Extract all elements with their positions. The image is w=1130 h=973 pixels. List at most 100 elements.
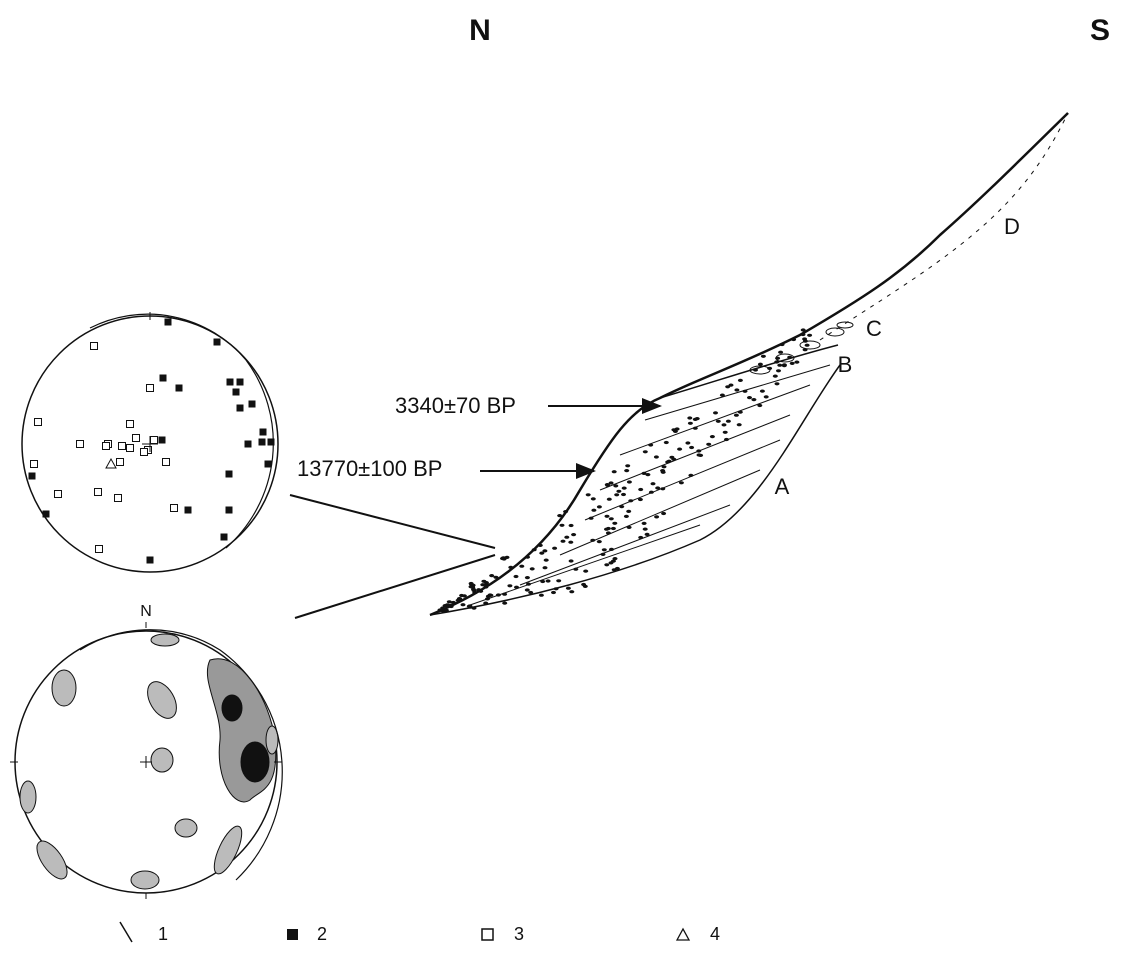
point-filled bbox=[236, 404, 244, 412]
pebble bbox=[721, 423, 727, 427]
pebble bbox=[736, 423, 742, 427]
pebble bbox=[608, 561, 614, 565]
pebble bbox=[524, 576, 530, 580]
point-open bbox=[34, 418, 42, 426]
bedding-line bbox=[559, 469, 761, 556]
pebble bbox=[483, 585, 489, 589]
point-filled bbox=[159, 374, 167, 382]
unit-label: B bbox=[838, 352, 853, 377]
pebble bbox=[514, 585, 519, 589]
contour bbox=[265, 725, 279, 755]
pebble bbox=[568, 559, 574, 563]
point-filled bbox=[225, 470, 233, 478]
pebble bbox=[688, 473, 694, 477]
legend-label: 2 bbox=[317, 924, 327, 944]
point-open bbox=[126, 444, 134, 452]
pebble bbox=[556, 579, 562, 583]
point-open bbox=[140, 448, 148, 456]
pebble bbox=[568, 523, 574, 528]
pebble bbox=[619, 505, 625, 509]
date-label: 13770±100 BP bbox=[297, 456, 442, 481]
pebble bbox=[655, 486, 661, 490]
pebble bbox=[581, 582, 587, 587]
contour-max bbox=[240, 741, 270, 783]
pebble bbox=[722, 430, 728, 434]
legend-label: 4 bbox=[710, 924, 720, 944]
bedding-line bbox=[469, 524, 701, 606]
north-label: N bbox=[469, 14, 491, 47]
contour bbox=[36, 840, 68, 880]
pebble bbox=[480, 583, 486, 587]
pebble bbox=[568, 540, 574, 544]
bedding-line bbox=[599, 414, 791, 491]
pebble bbox=[645, 473, 651, 477]
center-cross bbox=[142, 436, 158, 452]
connector bbox=[294, 554, 496, 619]
pebble bbox=[526, 582, 531, 586]
pebble bbox=[787, 355, 793, 359]
pebble bbox=[487, 593, 493, 597]
pebble bbox=[565, 586, 571, 590]
pebble bbox=[696, 449, 702, 453]
pebble bbox=[557, 514, 563, 518]
point-filled bbox=[226, 378, 234, 386]
point-filled bbox=[28, 472, 36, 480]
pebble bbox=[564, 535, 570, 539]
point-open bbox=[30, 460, 38, 468]
bedding-line bbox=[584, 439, 781, 521]
pebble bbox=[774, 360, 780, 364]
pebble bbox=[641, 471, 647, 475]
layer-c-clasts bbox=[749, 321, 854, 375]
pebble bbox=[807, 333, 813, 337]
bedding-line bbox=[519, 504, 731, 586]
pebble bbox=[728, 383, 734, 387]
pebble bbox=[715, 419, 721, 423]
pebble bbox=[628, 499, 634, 503]
pebble bbox=[638, 487, 644, 492]
pebble bbox=[537, 543, 543, 548]
pebble bbox=[459, 593, 465, 598]
point-filled bbox=[213, 338, 221, 346]
pebble bbox=[685, 441, 691, 445]
pebble bbox=[800, 332, 806, 337]
pebble bbox=[585, 493, 591, 497]
pebble bbox=[604, 563, 610, 567]
point-filled bbox=[267, 438, 275, 446]
pebble bbox=[529, 567, 535, 571]
pebble bbox=[591, 508, 597, 512]
pebble bbox=[694, 417, 700, 421]
pebble bbox=[626, 525, 632, 530]
pebble bbox=[678, 481, 684, 485]
clast bbox=[799, 340, 821, 350]
pebble bbox=[653, 455, 659, 459]
pebble bbox=[569, 590, 575, 594]
pebble bbox=[483, 581, 489, 585]
pebble bbox=[753, 368, 758, 372]
pebble bbox=[605, 531, 611, 535]
pebble bbox=[648, 490, 654, 494]
point-filled bbox=[258, 438, 266, 446]
pebble bbox=[725, 419, 731, 423]
pebble bbox=[759, 389, 765, 393]
pebble bbox=[663, 440, 669, 445]
pebble bbox=[538, 593, 544, 597]
point-filled bbox=[146, 556, 154, 564]
pebble bbox=[621, 492, 626, 497]
pebble bbox=[671, 428, 677, 432]
pebble bbox=[804, 343, 810, 347]
pebble bbox=[483, 601, 489, 605]
pebble bbox=[604, 527, 609, 531]
pebble bbox=[751, 398, 757, 402]
slope-profile bbox=[429, 112, 1069, 617]
date-label: 3340±70 BP bbox=[395, 393, 516, 418]
point-open bbox=[114, 494, 122, 502]
pebble bbox=[611, 470, 617, 474]
pebble bbox=[563, 510, 569, 514]
pebble bbox=[650, 482, 656, 486]
pebble bbox=[606, 497, 612, 501]
pebbles bbox=[437, 328, 813, 613]
pebble bbox=[706, 442, 712, 446]
ticks bbox=[10, 622, 282, 899]
pebble bbox=[608, 517, 614, 521]
point-filled bbox=[259, 428, 267, 436]
